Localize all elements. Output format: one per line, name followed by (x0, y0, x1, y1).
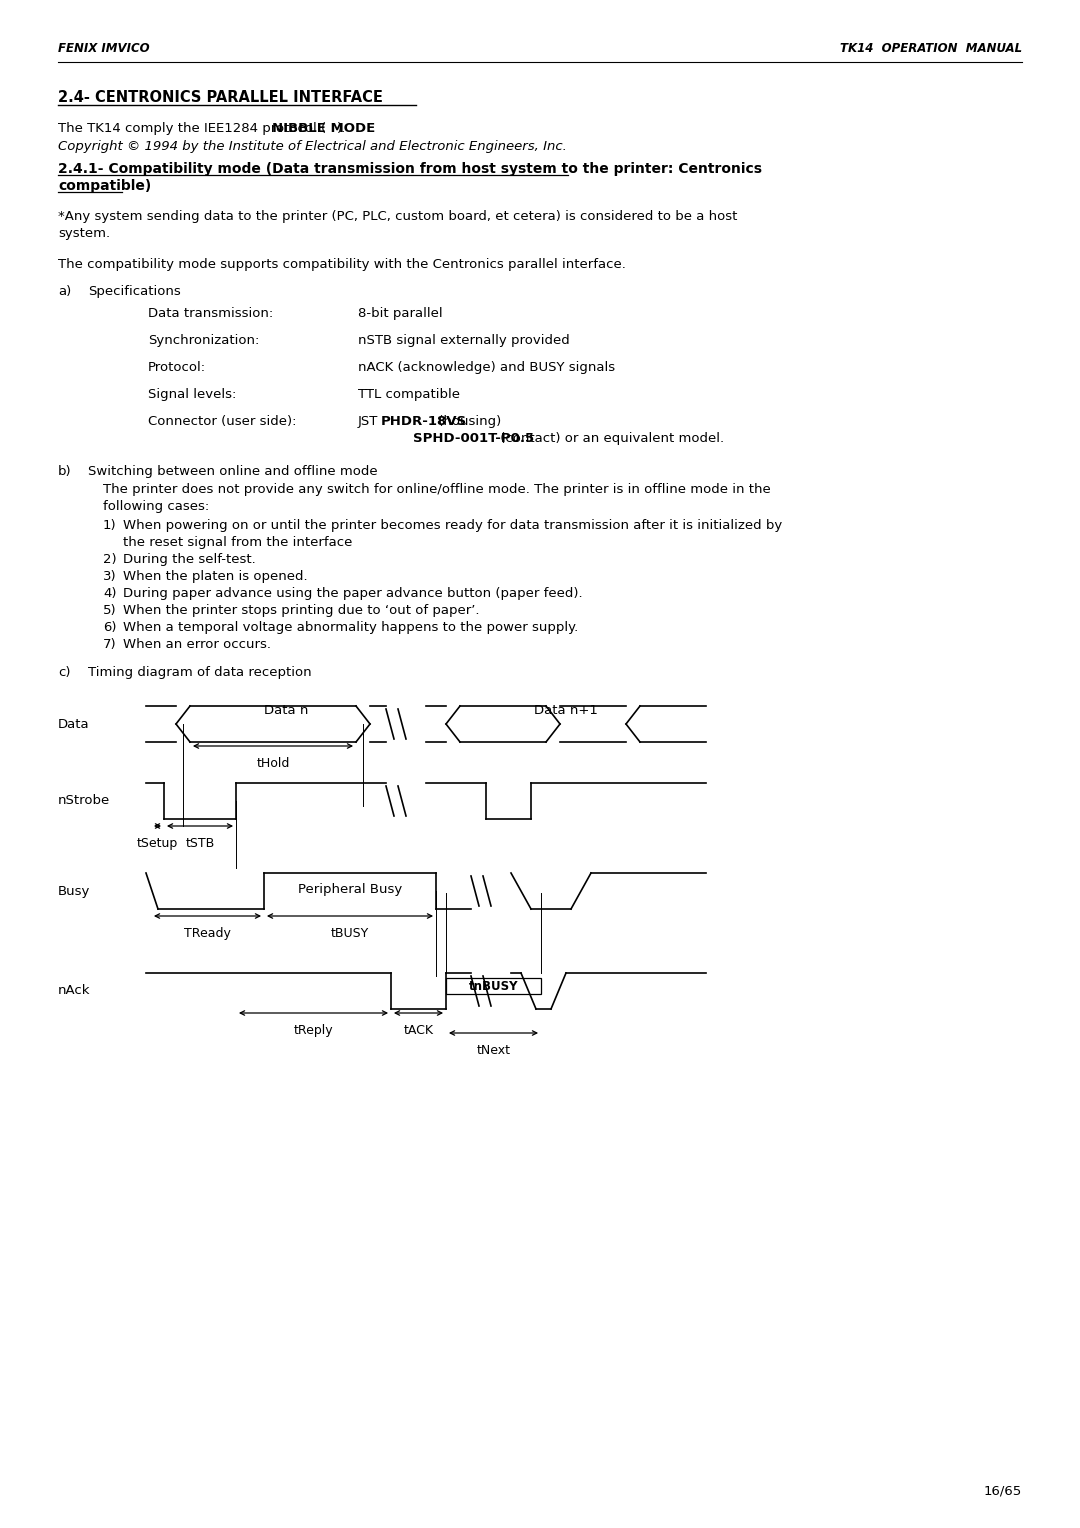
Text: Signal levels:: Signal levels: (148, 388, 237, 400)
Text: Switching between online and offline mode: Switching between online and offline mod… (87, 465, 378, 478)
Text: a): a) (58, 286, 71, 298)
Text: tnBUSY: tnBUSY (469, 979, 518, 993)
Text: The printer does not provide any switch for online/offline mode. The printer is : The printer does not provide any switch … (103, 483, 771, 497)
Text: nStrobe: nStrobe (58, 795, 110, 807)
Text: 3): 3) (103, 570, 117, 584)
Text: 8-bit parallel: 8-bit parallel (357, 307, 443, 319)
Text: tSetup: tSetup (137, 837, 178, 850)
Text: When an error occurs.: When an error occurs. (123, 639, 271, 651)
Text: nSTB signal externally provided: nSTB signal externally provided (357, 335, 570, 347)
Text: Peripheral Busy: Peripheral Busy (298, 883, 402, 895)
Text: During the self-test.: During the self-test. (123, 553, 256, 565)
Text: Protocol:: Protocol: (148, 361, 206, 374)
Text: When the printer stops printing due to ‘out of paper’.: When the printer stops printing due to ‘… (123, 604, 480, 617)
Text: 6): 6) (103, 620, 117, 634)
Text: *Any system sending data to the printer (PC, PLC, custom board, et cetera) is co: *Any system sending data to the printer … (58, 209, 738, 223)
Text: 2.4- CENTRONICS PARALLEL INTERFACE: 2.4- CENTRONICS PARALLEL INTERFACE (58, 90, 383, 105)
Text: (contact) or an equivalent model.: (contact) or an equivalent model. (496, 432, 724, 445)
Text: ).: ). (337, 122, 346, 134)
Text: tBUSY: tBUSY (330, 927, 369, 940)
Text: compatible): compatible) (58, 179, 151, 193)
Text: 4): 4) (103, 587, 117, 601)
Text: nACK (acknowledge) and BUSY signals: nACK (acknowledge) and BUSY signals (357, 361, 616, 374)
Text: Data transmission:: Data transmission: (148, 307, 273, 319)
Text: TK14  OPERATION  MANUAL: TK14 OPERATION MANUAL (840, 41, 1022, 55)
Text: PHDR-18VS: PHDR-18VS (380, 416, 467, 428)
Text: Specifications: Specifications (87, 286, 180, 298)
Text: Timing diagram of data reception: Timing diagram of data reception (87, 666, 312, 678)
Text: tSTB: tSTB (186, 837, 215, 850)
Text: (housing): (housing) (433, 416, 501, 428)
Text: the reset signal from the interface: the reset signal from the interface (123, 536, 352, 549)
Text: Copyright © 1994 by the Institute of Electrical and Electronic Engineers, Inc.: Copyright © 1994 by the Institute of Ele… (58, 141, 567, 153)
Text: When powering on or until the printer becomes ready for data transmission after : When powering on or until the printer be… (123, 520, 782, 532)
Text: 7): 7) (103, 639, 117, 651)
Text: When a temporal voltage abnormality happens to the power supply.: When a temporal voltage abnormality happ… (123, 620, 578, 634)
Bar (446, 978, 541, 995)
Text: NIBBLE MODE: NIBBLE MODE (271, 122, 375, 134)
Text: 16/65: 16/65 (984, 1485, 1022, 1497)
Text: tACK: tACK (404, 1024, 433, 1038)
Text: Synchronization:: Synchronization: (148, 335, 259, 347)
Text: tReply: tReply (294, 1024, 334, 1038)
Text: FENIX IMVICO: FENIX IMVICO (58, 41, 150, 55)
Text: JST: JST (357, 416, 382, 428)
Text: following cases:: following cases: (103, 500, 210, 513)
Text: Data n: Data n (264, 704, 308, 717)
Text: TTL compatible: TTL compatible (357, 388, 460, 400)
Text: 2.4.1- Compatibility mode (Data transmission from host system to the printer: Ce: 2.4.1- Compatibility mode (Data transmis… (58, 162, 762, 176)
Text: 1): 1) (103, 520, 117, 532)
Text: c): c) (58, 666, 70, 678)
Text: SPHD-001T-P0.5: SPHD-001T-P0.5 (413, 432, 535, 445)
Text: When the platen is opened.: When the platen is opened. (123, 570, 308, 584)
Text: Busy: Busy (58, 885, 91, 897)
Text: TReady: TReady (184, 927, 231, 940)
Text: The compatibility mode supports compatibility with the Centronics parallel inter: The compatibility mode supports compatib… (58, 258, 626, 270)
Text: During paper advance using the paper advance button (paper feed).: During paper advance using the paper adv… (123, 587, 582, 601)
Text: 2): 2) (103, 553, 117, 565)
Text: Connector (user side):: Connector (user side): (148, 416, 297, 428)
Text: nAck: nAck (58, 984, 91, 998)
Text: 5): 5) (103, 604, 117, 617)
Text: b): b) (58, 465, 71, 478)
Text: tNext: tNext (476, 1044, 511, 1057)
Text: The TK14 comply the IEE1284 protocol (: The TK14 comply the IEE1284 protocol ( (58, 122, 326, 134)
Text: Data n+1: Data n+1 (535, 704, 598, 717)
Text: system.: system. (58, 228, 110, 240)
Text: Data: Data (58, 718, 90, 730)
Text: tHold: tHold (256, 756, 289, 770)
